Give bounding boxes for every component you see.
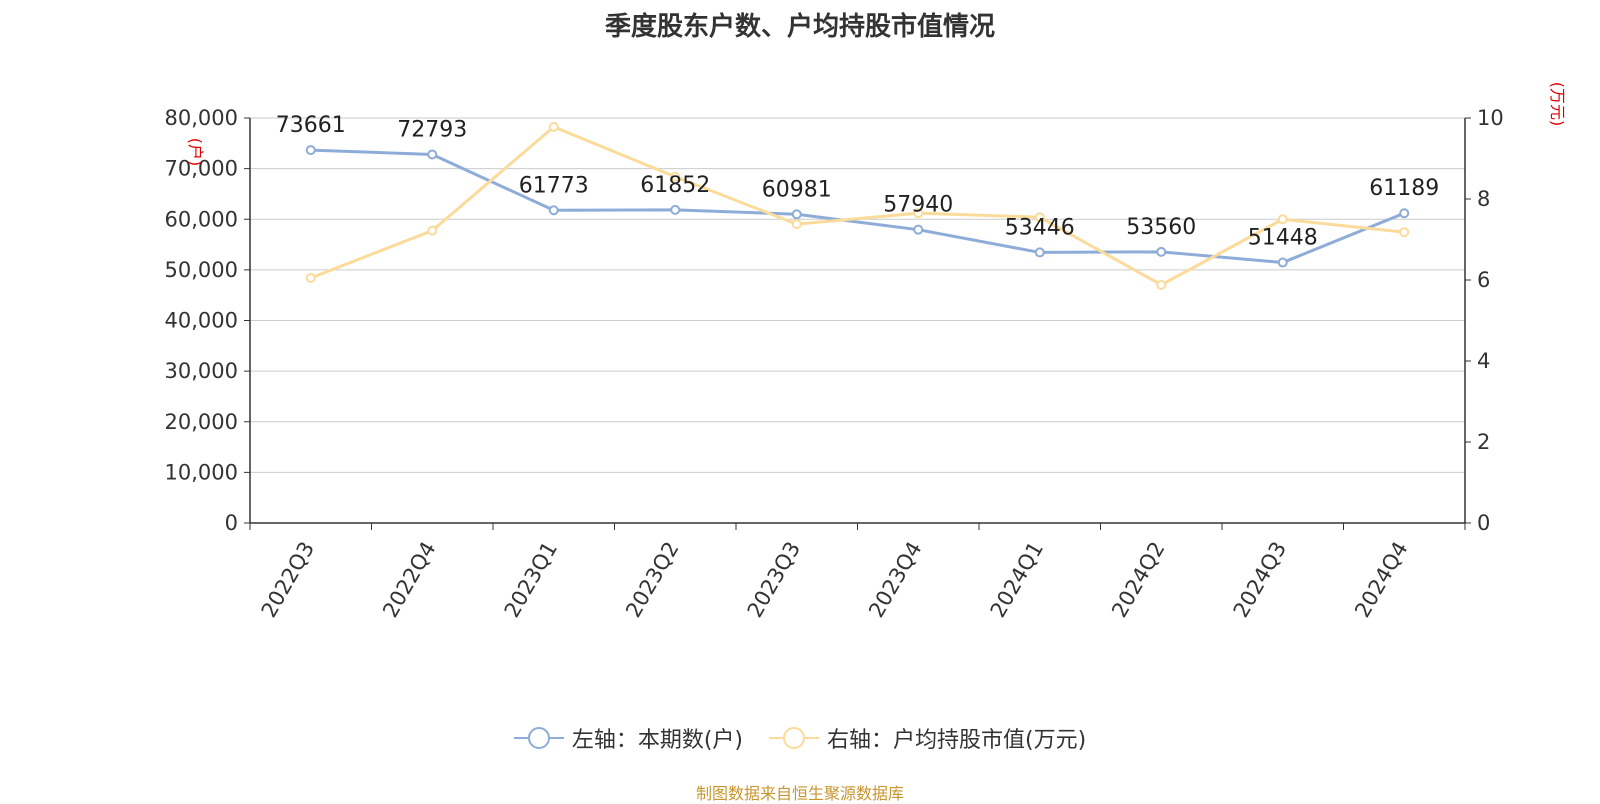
left-axis-tick-label: 20,000 — [165, 410, 238, 434]
data-point-right — [913, 208, 924, 219]
x-axis-tick-label: 2022Q4 — [378, 538, 440, 622]
right-axis-tick-label: 0 — [1477, 511, 1490, 535]
data-point-left — [1399, 208, 1410, 219]
data-labels: 73661 72793 61773 61852 60981 57940 53446 53560… — [276, 113, 1440, 250]
data-label: 53560 — [1126, 215, 1196, 240]
grid-lines — [250, 117, 1465, 473]
x-axis-tick-label: 2024Q1 — [986, 538, 1048, 622]
x-axis-tick-label: 2022Q3 — [257, 538, 319, 622]
data-point-right — [1156, 279, 1167, 290]
x-axis-tick-label: 2024Q4 — [1350, 538, 1412, 622]
data-point-left — [305, 145, 316, 156]
data-point-left — [670, 204, 681, 215]
data-point-right — [305, 272, 316, 283]
data-point-left — [1277, 257, 1288, 268]
data-label: 57940 — [883, 193, 953, 218]
chart-canvas: 0 10,000 20,000 30,000 40,000 50,000 60,000 70,… — [165, 82, 1567, 622]
right-axis-unit-label: (万元) — [1548, 82, 1567, 127]
data-point-right — [1277, 214, 1288, 225]
x-axis-tick-label: 2023Q2 — [621, 538, 683, 622]
source-note: 制图数据来自恒生聚源数据库 — [695, 784, 904, 803]
legend-left-series-icon — [513, 727, 564, 749]
left-axis-tick-label: 70,000 — [165, 157, 238, 181]
data-label: 73661 — [276, 113, 346, 138]
left-axis-unit-label: (户) — [186, 138, 205, 167]
legend-item-right-series[interactable]: 右轴：户均持股市值(万元) — [769, 722, 1086, 754]
x-axis-tick-label: 2024Q3 — [1229, 538, 1291, 622]
data-label: 61189 — [1369, 176, 1439, 201]
data-point-left — [913, 224, 924, 235]
left-axis-tick-label: 50,000 — [165, 258, 238, 282]
chart-title: 季度股东户数、户均持股市值情况 — [604, 12, 995, 42]
left-axis-tick-label: 40,000 — [165, 309, 238, 333]
left-axis-tick-label: 10,000 — [165, 460, 238, 484]
data-point-left — [791, 209, 802, 220]
data-label: 61773 — [519, 173, 589, 198]
data-point-right — [1399, 227, 1410, 238]
right-axis-tick-label: 4 — [1477, 349, 1490, 373]
legend-right-series-label: 右轴：户均持股市值(万元) — [827, 728, 1087, 753]
data-point-right — [548, 121, 559, 132]
legend-item-left-series[interactable]: 左轴：本期数(户) — [513, 722, 743, 754]
legend-right-series-icon — [769, 727, 819, 749]
right-axis-tick-label: 2 — [1477, 430, 1490, 454]
left-axis-tick-label: 0 — [225, 511, 238, 535]
axes: 0 10,000 20,000 30,000 40,000 50,000 60,000 70,… — [165, 82, 1567, 622]
x-axis-tick-label: 2023Q3 — [743, 538, 805, 622]
right-axis-tick-label: 6 — [1477, 268, 1490, 292]
series-line-left — [310, 148, 1405, 265]
data-point-left — [427, 149, 438, 160]
series-lines — [305, 121, 1410, 290]
legend: 左轴：本期数(户) 右轴：户均持股市值(万元) — [0, 722, 1600, 754]
left-axis-tick-label: 80,000 — [165, 106, 238, 130]
data-point-right — [791, 219, 802, 230]
data-label: 53446 — [1005, 215, 1075, 240]
data-point-right — [1034, 212, 1045, 223]
left-axis-tick-label: 30,000 — [165, 359, 238, 383]
data-label: 60981 — [762, 177, 832, 202]
x-axis-tick-label: 2023Q1 — [500, 538, 562, 622]
left-axis-tick-label: 60,000 — [165, 207, 238, 231]
data-point-left — [1156, 246, 1167, 257]
data-point-right — [427, 225, 438, 236]
right-axis-tick-label: 10 — [1477, 106, 1504, 130]
data-point-left — [548, 205, 559, 216]
x-axis-tick-label: 2023Q4 — [864, 538, 926, 622]
data-label: 72793 — [397, 117, 467, 142]
legend-left-series-label: 左轴：本期数(户) — [571, 728, 743, 753]
right-axis-tick-label: 8 — [1477, 187, 1490, 211]
data-label: 51448 — [1248, 226, 1318, 251]
data-point-left — [1034, 247, 1045, 258]
x-axis-tick-label: 2024Q2 — [1107, 538, 1169, 622]
series-line-right — [310, 125, 1405, 287]
data-label: 61852 — [640, 173, 710, 198]
data-point-right — [670, 171, 681, 182]
